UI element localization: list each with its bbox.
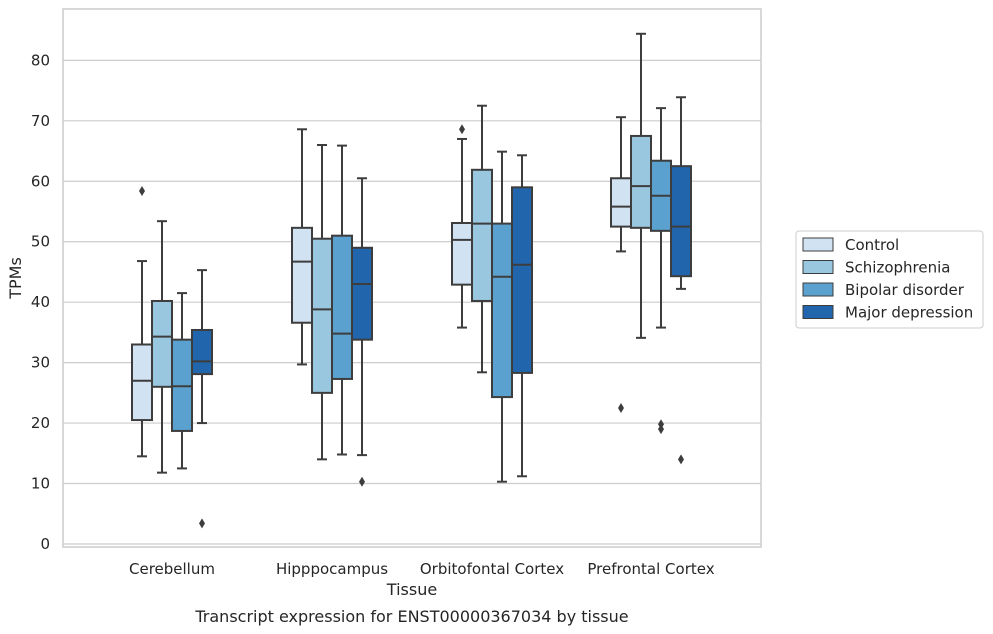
y-tick-label: 40 — [31, 293, 50, 311]
outlier-point — [359, 476, 365, 487]
y-tick-label: 60 — [31, 172, 50, 190]
outlier-point — [139, 185, 145, 196]
box-body — [191, 328, 213, 376]
box-body — [311, 237, 333, 394]
legend-items: Control Schizophrenia Bipolar disorder Majo… — [802, 236, 973, 322]
legend-swatch — [802, 282, 834, 297]
box-body — [351, 246, 373, 341]
box-body — [491, 222, 513, 399]
y-tick-label: 70 — [31, 112, 50, 130]
box-major-depression — [351, 177, 373, 487]
y-tick-label: 10 — [31, 475, 50, 493]
chart-caption: Transcript expression for ENST0000036703… — [194, 607, 628, 626]
box-major-depression — [670, 96, 692, 465]
boxes — [131, 32, 692, 529]
box-major-depression — [191, 269, 213, 529]
box-body — [471, 168, 493, 302]
legend: Control Schizophrenia Bipolar disorder Majo… — [795, 230, 984, 329]
legend-frame — [795, 230, 984, 329]
box-major-depression — [511, 154, 533, 478]
box-control — [451, 124, 473, 329]
y-axis-label: TPMs — [6, 257, 25, 300]
plot-background — [63, 9, 761, 547]
x-axis-label: Tissue — [386, 580, 437, 599]
legend-swatch — [802, 237, 834, 252]
box-bipolar-disorder — [331, 144, 353, 456]
y-tick-label: 20 — [31, 414, 50, 432]
box-schizophrenia — [151, 220, 173, 474]
legend-label: Control — [845, 236, 899, 254]
box-body — [451, 221, 473, 286]
legend-swatch — [802, 260, 834, 274]
outlier-point — [459, 124, 465, 135]
x-tick-label: Orbitofontal Cortex — [420, 560, 564, 578]
x-tick-label: Prefrontal Cortex — [587, 560, 714, 578]
outlier-point — [678, 454, 684, 465]
box-control — [610, 116, 632, 413]
box-control — [131, 185, 153, 458]
box-body — [291, 226, 313, 324]
box-schizophrenia — [630, 32, 652, 339]
box-body — [331, 234, 353, 380]
box-body — [610, 177, 632, 228]
x-tick-labels: Cerebellum Hipppocampus Orbitofontal Corte… — [129, 560, 715, 578]
outlier-point — [618, 402, 624, 413]
y-tick-label: 30 — [31, 354, 50, 372]
legend-label: Schizophrenia — [845, 259, 950, 277]
legend-label: Bipolar disorder — [845, 281, 965, 299]
x-tick-label: Cerebellum — [129, 560, 215, 578]
box-bipolar-disorder — [171, 292, 193, 470]
y-tick-label: 50 — [31, 233, 50, 251]
legend-label: Major depression — [845, 304, 973, 322]
box-bipolar-disorder — [491, 150, 513, 483]
plot-frame — [62, 8, 762, 548]
box-body — [670, 165, 692, 278]
outlier-point — [199, 518, 205, 529]
y-tick-label: 0 — [40, 535, 50, 553]
box-body — [630, 134, 652, 229]
y-tick-labels: 0 10 20 30 40 50 60 70 80 — [31, 51, 50, 553]
box-body — [151, 299, 173, 388]
legend-swatch — [802, 305, 834, 319]
box-schizophrenia — [471, 104, 493, 374]
outlier-point — [658, 424, 664, 435]
y-tick-label: 80 — [31, 51, 50, 69]
box-body — [131, 343, 153, 422]
x-tick-label: Hipppocampus — [276, 560, 388, 578]
box-bipolar-disorder — [650, 107, 672, 435]
box-body — [511, 186, 533, 374]
